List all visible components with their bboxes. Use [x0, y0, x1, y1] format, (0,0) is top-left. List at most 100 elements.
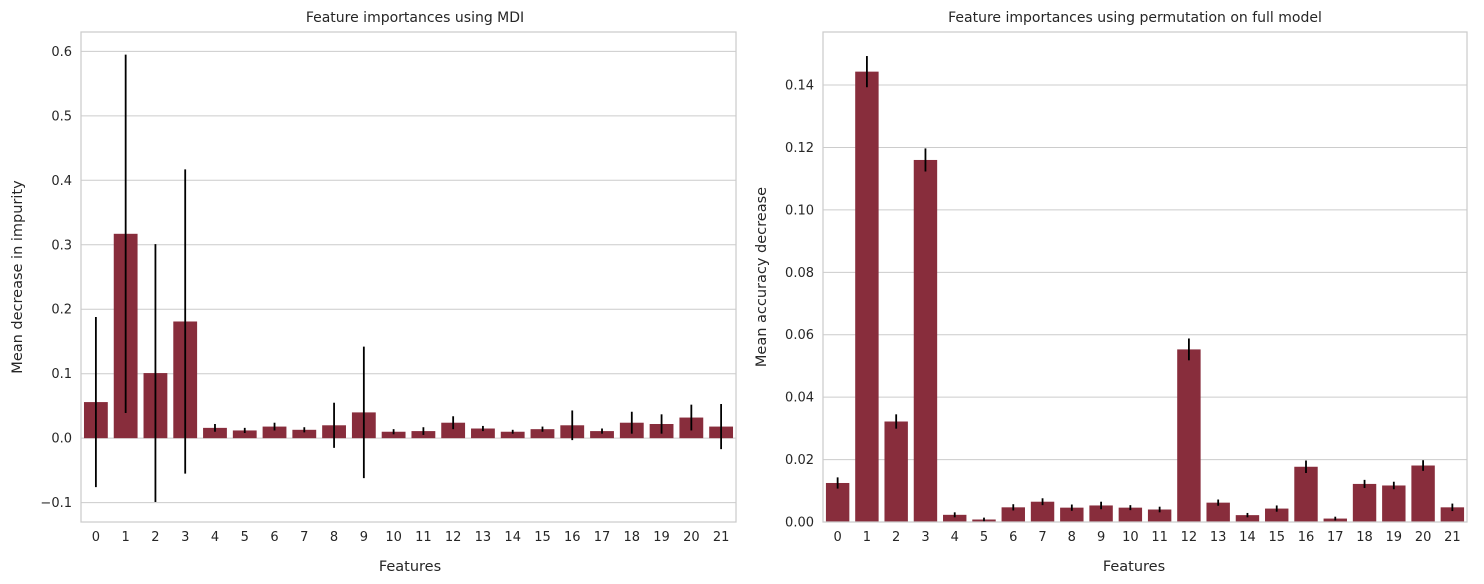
x-tick-label: 12 [445, 530, 462, 545]
bar [913, 159, 938, 522]
y-tick-label: 0.10 [785, 203, 814, 218]
bar [441, 422, 466, 439]
x-tick-label: 2 [892, 530, 900, 545]
axes-frame [80, 31, 737, 523]
x-tick-label: 3 [921, 530, 929, 545]
bar [203, 427, 227, 439]
bar [262, 426, 287, 439]
bar [1030, 501, 1055, 522]
x-tick-label: 16 [564, 530, 581, 545]
bar [943, 514, 967, 522]
mdi-importance-chart: Feature importances using MDI Features M… [10, 10, 737, 575]
x-tick-label: 0 [833, 530, 841, 545]
x-tick-label: 1 [122, 530, 130, 545]
y-tick-label: 0.06 [785, 328, 814, 343]
x-tick-label: 11 [1151, 530, 1168, 545]
x-tick-label: 7 [1038, 530, 1046, 545]
x-tick-label: 12 [1181, 530, 1198, 545]
x-tick-labels: 0 1 2 3 4 5 6 7 8 9 10 11 12 13 14 15 16 17 18 19 20 21 [92, 530, 730, 545]
bar [1265, 508, 1289, 522]
x-axis-label: Features [379, 559, 441, 575]
y-tick-label: 0.6 [51, 45, 72, 60]
x-tick-label: 0 [92, 530, 100, 545]
y-tick-label: −0.1 [40, 496, 72, 511]
bar [590, 431, 614, 439]
x-tick-label: 19 [653, 530, 670, 545]
bar [1147, 509, 1172, 522]
bar [855, 71, 879, 523]
x-tick-label: 2 [151, 530, 159, 545]
x-tick-label: 9 [360, 530, 368, 545]
y-axis-label: Mean decrease in impurity [10, 180, 26, 374]
x-tick-label: 17 [1327, 530, 1344, 545]
x-tick-label: 20 [683, 530, 700, 545]
bar [1118, 507, 1143, 522]
bar [1060, 507, 1084, 522]
y-tick-label: 0.4 [51, 174, 72, 189]
x-tick-label: 3 [181, 530, 189, 545]
bar [884, 421, 908, 522]
x-tick-label: 6 [1009, 530, 1017, 545]
x-tick-label: 17 [594, 530, 611, 545]
chart-title: Feature importances using MDI [306, 10, 524, 26]
permutation-importance-chart: Feature importances using permutation on… [754, 10, 1468, 575]
x-tick-label: 5 [241, 530, 249, 545]
x-tick-label: 7 [300, 530, 308, 545]
error-bars [836, 56, 1454, 522]
y-tick-label: 0.14 [785, 79, 814, 94]
error-bars [94, 54, 723, 503]
bar [471, 428, 495, 439]
bar [1411, 465, 1435, 522]
x-tick-label: 15 [1268, 530, 1285, 545]
x-tick-label: 13 [1210, 530, 1227, 545]
x-tick-label: 16 [1298, 530, 1315, 545]
y-tick-label: 0.2 [51, 303, 72, 318]
x-tick-label: 11 [415, 530, 432, 545]
bar [1089, 505, 1113, 522]
x-tick-label: 21 [713, 530, 730, 545]
x-tick-label: 20 [1415, 530, 1432, 545]
y-tick-label: 0.04 [785, 391, 814, 406]
y-tick-label: 0.02 [785, 453, 814, 468]
x-tick-label: 10 [385, 530, 402, 545]
x-tick-label: 14 [1239, 530, 1256, 545]
y-tick-label: 0.0 [51, 432, 72, 447]
bar [1177, 349, 1201, 522]
x-tick-label: 6 [270, 530, 278, 545]
bar [1206, 502, 1230, 522]
y-tick-label: 0.1 [51, 367, 72, 382]
x-tick-label: 18 [1356, 530, 1373, 545]
bar [1001, 507, 1025, 522]
x-tick-label: 8 [1068, 530, 1076, 545]
bar [1382, 485, 1406, 522]
bar [1235, 515, 1260, 522]
x-tick-label: 14 [504, 530, 521, 545]
y-tick-label: 0.5 [51, 109, 72, 124]
bar [292, 429, 317, 439]
x-tick-label: 4 [211, 530, 219, 545]
y-tick-label: 0.08 [785, 266, 814, 281]
x-tick-label: 9 [1097, 530, 1105, 545]
x-tick-label: 4 [951, 530, 959, 545]
x-tick-label: 15 [534, 530, 551, 545]
y-tick-label: 0.00 [785, 516, 814, 531]
bars [83, 233, 734, 439]
bar [1294, 466, 1318, 522]
bar [1440, 507, 1465, 522]
y-tick-label: 0.3 [51, 238, 72, 253]
y-tick-label: 0.12 [785, 141, 814, 156]
bar [232, 430, 257, 439]
bar [381, 431, 406, 439]
x-tick-label: 1 [863, 530, 871, 545]
bar [530, 429, 555, 439]
x-tick-label: 21 [1444, 530, 1461, 545]
x-tick-label: 10 [1122, 530, 1139, 545]
bar [825, 482, 850, 522]
y-axis-label: Mean accuracy decrease [754, 187, 770, 367]
y-tick-labels: −0.1 0.0 0.1 0.2 0.3 0.4 0.5 0.6 [40, 45, 72, 511]
x-tick-label: 8 [330, 530, 338, 545]
x-tick-label: 18 [624, 530, 641, 545]
x-tick-label: 5 [980, 530, 988, 545]
x-axis-label: Features [1103, 559, 1165, 575]
